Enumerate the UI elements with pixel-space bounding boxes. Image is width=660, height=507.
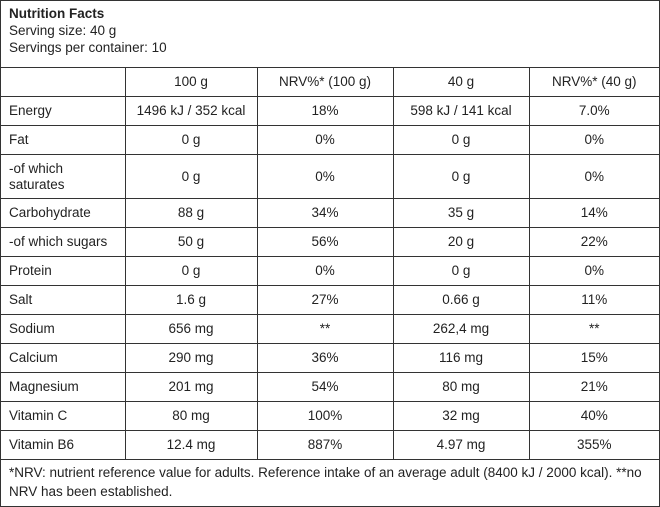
nutrient-name: Carbohydrate [1,198,126,228]
nutrient-name: Magnesium [1,372,126,402]
column-header: 100 g [124,68,258,97]
nutrient-name: -of which sugars [1,227,126,257]
table-row: Energy 1496 kJ / 352 kcal 18% 598 kJ / 141 … [1,96,659,126]
nutrient-name: Protein [1,256,126,286]
nutrient-value: 0 g [392,256,530,286]
nutrient-value: ** [256,314,394,344]
nutrient-value: 27% [256,285,394,315]
column-header: 40 g [392,68,530,97]
nutrient-value: 100% [256,401,394,431]
nutrient-value: 0 g [124,125,258,155]
nutrient-value: 56% [256,227,394,257]
nutrient-name: Vitamin B6 [1,430,126,460]
nutrient-value: 0 g [124,256,258,286]
nutrient-value: 11% [528,285,659,315]
nutrient-value: 35 g [392,198,530,228]
nutrient-value: 36% [256,343,394,373]
nutrient-value: 0% [528,154,659,199]
nutrient-value: 355% [528,430,659,460]
nutrient-value: 18% [256,96,394,126]
nutrient-value: 0% [256,154,394,199]
column-header: NRV%* (100 g) [256,68,394,97]
nutrient-name: -of which saturates [1,154,126,199]
nutrient-value: 598 kJ / 141 kcal [392,96,530,126]
nutrient-value: 0% [256,125,394,155]
nutrient-value: 7.0% [528,96,659,126]
nutrient-value: 887% [256,430,394,460]
nutrient-value: 1.6 g [124,285,258,315]
nutrient-value: 116 mg [392,343,530,373]
nutrient-name: Salt [1,285,126,315]
nutrient-value: ** [528,314,659,344]
nutrient-value: 656 mg [124,314,258,344]
table-row: Protein 0 g 0% 0 g 0% [1,256,659,286]
table-row: Fat 0 g 0% 0 g 0% [1,125,659,155]
nutrient-name: Calcium [1,343,126,373]
servings-per-container: Servings per container: 10 [9,40,167,55]
column-header: NRV%* (40 g) [528,68,659,97]
nutrition-table: 100 g NRV%* (100 g) 40 g NRV%* (40 g) Energy… [1,68,659,460]
nutrient-value: 0% [256,256,394,286]
nutrient-name: Fat [1,125,126,155]
nutrient-value: 1496 kJ / 352 kcal [124,96,258,126]
table-row: Salt 1.6 g 27% 0.66 g 11% [1,285,659,315]
nutrient-value: 88 g [124,198,258,228]
nutrient-value: 14% [528,198,659,228]
table-row: -of which sugars 50 g 56% 20 g 22% [1,227,659,257]
nutrient-value: 15% [528,343,659,373]
nutrient-value: 34% [256,198,394,228]
nutrient-value: 0 g [392,154,530,199]
nutrient-value: 50 g [124,227,258,257]
nutrient-value: 0.66 g [392,285,530,315]
nutrient-value: 290 mg [124,343,258,373]
nutrient-value: 54% [256,372,394,402]
nutrient-value: 12.4 mg [124,430,258,460]
header: Nutrition Facts Serving size: 40 g Servi… [1,1,659,68]
nutrient-value: 0% [528,256,659,286]
footnote: *NRV: nutrient reference value for adult… [9,465,642,499]
nutrient-value: 80 mg [124,401,258,431]
table-row: Calcium 290 mg 36% 116 mg 15% [1,343,659,373]
nutrient-name: Vitamin C [1,401,126,431]
table-row: -of which saturates 0 g 0% 0 g 0% [1,154,659,199]
table-row: Magnesium 201 mg 54% 80 mg 21% [1,372,659,402]
table-row: Vitamin B6 12.4 mg 887% 4.97 mg 355% [1,430,659,460]
nutrient-value: 0 g [392,125,530,155]
nutrient-value: 20 g [392,227,530,257]
nutrient-value: 22% [528,227,659,257]
nutrient-value: 201 mg [124,372,258,402]
header-row: 100 g NRV%* (100 g) 40 g NRV%* (40 g) [1,68,659,97]
table-row: Sodium 656 mg ** 262,4 mg ** [1,314,659,344]
nutrient-value: 80 mg [392,372,530,402]
nutrient-value: 262,4 mg [392,314,530,344]
nutrient-value: 0% [528,125,659,155]
nutrient-value: 4.97 mg [392,430,530,460]
nutrient-name: Energy [1,96,126,126]
nutrient-name: Sodium [1,314,126,344]
serving-size: Serving size: 40 g [9,23,117,38]
nutrient-value: 40% [528,401,659,431]
title: Nutrition Facts [9,6,105,21]
column-header [1,68,126,97]
table-row: Vitamin C 80 mg 100% 32 mg 40% [1,401,659,431]
nutrient-value: 32 mg [392,401,530,431]
nutrient-value: 0 g [124,154,258,199]
nutrient-value: 21% [528,372,659,402]
table-row: Carbohydrate 88 g 34% 35 g 14% [1,198,659,228]
